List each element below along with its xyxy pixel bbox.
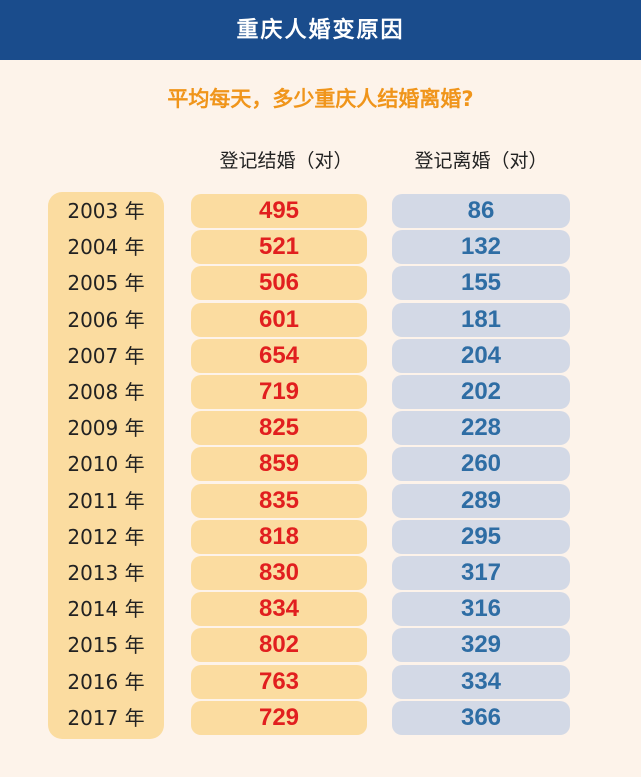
- marriage-value: 830: [191, 556, 367, 590]
- year-label: 2007 年: [67, 343, 145, 368]
- year-label: 2017 年: [67, 705, 145, 730]
- divorce-value: 204: [392, 338, 570, 373]
- marriage-value: 802: [191, 628, 367, 663]
- divorce-value: 155: [392, 266, 570, 301]
- marriage-value: 825: [191, 411, 367, 446]
- divorce-value: 317: [392, 556, 570, 590]
- divorce-value: 366: [392, 700, 570, 735]
- year-column-background: [48, 192, 164, 739]
- year-label: 2012 年: [67, 524, 145, 549]
- marriage-value: 818: [191, 519, 367, 554]
- divorce-value: 181: [392, 302, 570, 337]
- column-header-divorce: 登记离婚（对）: [414, 150, 548, 172]
- marriage-value: 859: [191, 447, 367, 482]
- divorce-value: 132: [392, 230, 570, 265]
- page-title: 重庆人婚变原因: [236, 17, 405, 43]
- divorce-value: 86: [392, 194, 570, 228]
- divorce-value: 316: [392, 592, 570, 627]
- year-label: 2013 年: [67, 561, 145, 585]
- year-label: 2016 年: [67, 669, 145, 694]
- divorce-value: 295: [392, 519, 570, 554]
- year-label: 2009 年: [67, 416, 145, 441]
- year-label: 2004 年: [67, 235, 145, 260]
- year-label: 2008 年: [67, 380, 145, 404]
- chart-subtitle: 平均每天，多少重庆人结婚离婚?: [167, 87, 474, 111]
- marriage-value: 601: [191, 302, 367, 337]
- year-label: 2010 年: [67, 452, 145, 477]
- marriage-value: 495: [191, 194, 367, 228]
- year-label: 2015 年: [67, 633, 145, 658]
- divorce-value: 228: [392, 411, 570, 446]
- year-label: 2006 年: [67, 307, 145, 332]
- header-bar: 重庆人婚变原因: [0, 0, 641, 60]
- marriage-value: 654: [191, 338, 367, 373]
- marriage-value: 521: [191, 230, 367, 265]
- year-label: 2014 年: [67, 597, 145, 622]
- marriage-value: 834: [191, 592, 367, 627]
- divorce-value: 329: [392, 628, 570, 663]
- marriage-value: 719: [191, 375, 367, 409]
- marriage-value: 763: [191, 664, 367, 699]
- marriage-value: 835: [191, 483, 367, 518]
- marriage-value: 729: [191, 700, 367, 735]
- year-label: 2011 年: [67, 488, 145, 513]
- column-header-marriage: 登记结婚（对）: [219, 150, 353, 172]
- divorce-value: 334: [392, 664, 570, 699]
- divorce-value: 202: [392, 375, 570, 409]
- marriage-value: 506: [191, 266, 367, 301]
- year-label: 2003 年: [67, 199, 145, 223]
- year-label: 2005 年: [67, 271, 145, 296]
- divorce-value: 260: [392, 447, 570, 482]
- divorce-value: 289: [392, 483, 570, 518]
